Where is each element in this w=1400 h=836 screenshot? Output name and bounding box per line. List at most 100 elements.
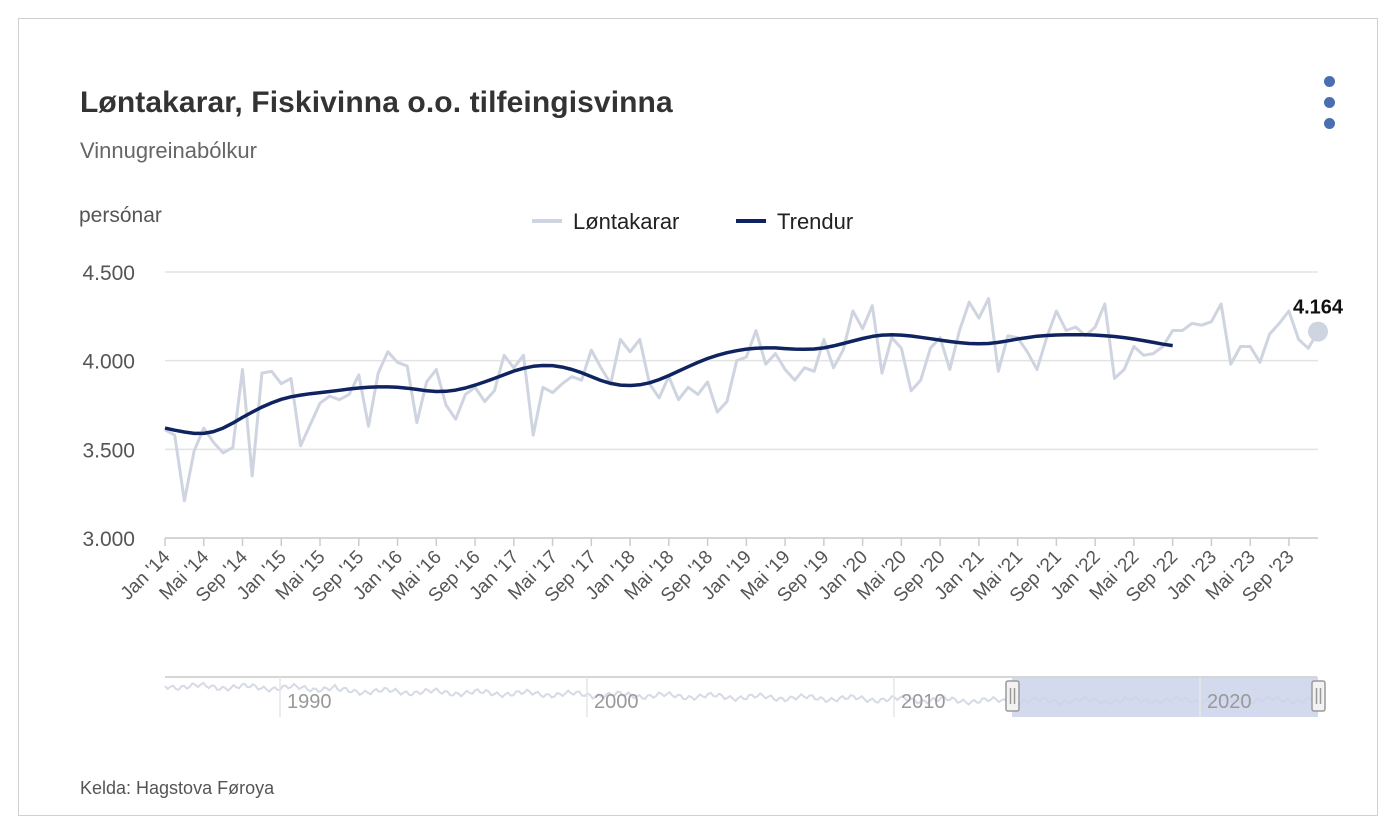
data-point-lontakarar[interactable] <box>395 359 401 365</box>
data-point-lontakarar[interactable] <box>1082 333 1088 339</box>
data-point-lontakarar[interactable] <box>1179 328 1185 334</box>
data-point-lontakarar[interactable] <box>472 384 478 390</box>
data-point-lontakarar[interactable] <box>1296 336 1302 342</box>
data-point-lontakarar[interactable] <box>201 425 207 431</box>
data-point-lontakarar[interactable] <box>1228 361 1234 367</box>
data-point-lontakarar[interactable] <box>986 296 992 302</box>
data-point-lontakarar[interactable] <box>666 374 672 380</box>
data-point-lontakarar[interactable] <box>685 384 691 390</box>
data-point-lontakarar[interactable] <box>336 397 342 403</box>
data-point-lontakarar[interactable] <box>404 363 410 369</box>
data-point-lontakarar[interactable] <box>1160 343 1166 349</box>
data-point-lontakarar[interactable] <box>598 365 604 371</box>
data-point-lontakarar[interactable] <box>811 368 817 374</box>
data-point-lontakarar[interactable] <box>588 347 594 353</box>
data-point-lontakarar[interactable] <box>1024 349 1030 355</box>
data-point-lontakarar[interactable] <box>850 308 856 314</box>
data-point-lontakarar[interactable] <box>646 381 652 387</box>
data-point-lontakarar[interactable] <box>278 381 284 387</box>
data-point-lontakarar[interactable] <box>1015 335 1021 341</box>
data-point-lontakarar[interactable] <box>753 328 759 334</box>
data-point-lontakarar[interactable] <box>995 368 1001 374</box>
data-point-lontakarar[interactable] <box>656 395 662 401</box>
data-point-lontakarar[interactable] <box>743 354 749 360</box>
data-point-lontakarar[interactable] <box>433 367 439 373</box>
data-point-lontakarar[interactable] <box>220 450 226 456</box>
data-point-lontakarar[interactable] <box>210 439 216 445</box>
data-point-lontakarar[interactable] <box>1121 367 1127 373</box>
data-point-lontakarar[interactable] <box>307 422 313 428</box>
data-point-lontakarar[interactable] <box>1257 359 1263 365</box>
data-point-lontakarar[interactable] <box>269 368 275 374</box>
data-point-lontakarar[interactable] <box>617 336 623 342</box>
data-point-lontakarar[interactable] <box>259 370 265 376</box>
navigator-handle-left[interactable] <box>1005 680 1020 712</box>
data-point-lontakarar[interactable] <box>1102 301 1108 307</box>
data-point-lontakarar[interactable] <box>705 379 711 385</box>
data-point-lontakarar[interactable] <box>724 398 730 404</box>
data-point-lontakarar[interactable] <box>1170 328 1176 334</box>
data-point-lontakarar[interactable] <box>734 358 740 364</box>
data-point-lontakarar[interactable] <box>695 391 701 397</box>
data-point-lontakarar[interactable] <box>1208 319 1214 325</box>
data-point-lontakarar[interactable] <box>927 345 933 351</box>
navigator[interactable]: 1990 2000 2010 2020 <box>164 676 1326 717</box>
data-point-lontakarar[interactable] <box>889 335 895 341</box>
data-point-lontakarar[interactable] <box>908 388 914 394</box>
data-point-lontakarar[interactable] <box>1276 320 1282 326</box>
data-point-lontakarar[interactable] <box>191 448 197 454</box>
data-point-lontakarar[interactable] <box>801 365 807 371</box>
data-point-lontakarar[interactable] <box>1247 343 1253 349</box>
data-point-lontakarar[interactable] <box>249 473 255 479</box>
data-point-lontakarar[interactable] <box>1073 324 1079 330</box>
data-point-lontakarar[interactable] <box>782 367 788 373</box>
data-point-lontakarar[interactable] <box>462 391 468 397</box>
data-point-lontakarar[interactable] <box>676 397 682 403</box>
data-point-lontakarar[interactable] <box>511 365 517 371</box>
data-point-lontakarar[interactable] <box>181 498 187 504</box>
data-point-lontakarar[interactable] <box>1267 331 1273 337</box>
data-point-lontakarar[interactable] <box>1199 322 1205 328</box>
data-point-lontakarar[interactable] <box>1286 308 1292 314</box>
data-point-lontakarar[interactable] <box>230 445 236 451</box>
data-point-lontakarar[interactable] <box>976 315 982 321</box>
data-point-lontakarar[interactable] <box>1189 320 1195 326</box>
data-point-lontakarar[interactable] <box>1237 343 1243 349</box>
data-point-lontakarar[interactable] <box>540 384 546 390</box>
data-point-lontakarar[interactable] <box>365 423 371 429</box>
data-point-lontakarar[interactable] <box>627 349 633 355</box>
data-point-lontakarar[interactable] <box>1063 328 1069 334</box>
data-point-lontakarar[interactable] <box>1005 333 1011 339</box>
data-point-lontakarar[interactable] <box>1141 352 1147 358</box>
data-point-lontakarar[interactable] <box>898 345 904 351</box>
data-point-lontakarar[interactable] <box>608 381 614 387</box>
data-point-lontakarar[interactable] <box>491 388 497 394</box>
data-point-lontakarar[interactable] <box>1218 301 1224 307</box>
data-point-lontakarar[interactable] <box>714 409 720 415</box>
data-point-lontakarar[interactable] <box>947 367 953 373</box>
data-point-lontakarar[interactable] <box>520 352 526 358</box>
data-point-lontakarar[interactable] <box>443 402 449 408</box>
data-point-lontakarar[interactable] <box>1131 343 1137 349</box>
data-point-lontakarar[interactable] <box>966 299 972 305</box>
data-point-lontakarar[interactable] <box>288 375 294 381</box>
data-point-lontakarar[interactable] <box>763 361 769 367</box>
data-point-lontakarar[interactable] <box>792 377 798 383</box>
data-point-lontakarar[interactable] <box>424 379 430 385</box>
data-point-lontakarar[interactable] <box>1305 345 1311 351</box>
data-point-lontakarar[interactable] <box>356 372 362 378</box>
data-point-lontakarar[interactable] <box>869 303 875 309</box>
data-point-lontakarar[interactable] <box>772 351 778 357</box>
data-point-lontakarar[interactable] <box>240 367 246 373</box>
data-point-lontakarar[interactable] <box>550 390 556 396</box>
data-point-lontakarar[interactable] <box>1044 335 1050 341</box>
data-point-lontakarar[interactable] <box>1150 351 1156 357</box>
data-point-lontakarar[interactable] <box>860 326 866 332</box>
legend-item-lontakarar[interactable]: Løntakarar <box>532 209 679 234</box>
data-point-lontakarar[interactable] <box>569 374 575 380</box>
data-point-lontakarar[interactable] <box>414 420 420 426</box>
data-point-lontakarar[interactable] <box>453 416 459 422</box>
navigator-selected-range[interactable] <box>1012 677 1318 717</box>
data-point-lontakarar[interactable] <box>298 443 304 449</box>
data-point-lontakarar[interactable] <box>918 377 924 383</box>
